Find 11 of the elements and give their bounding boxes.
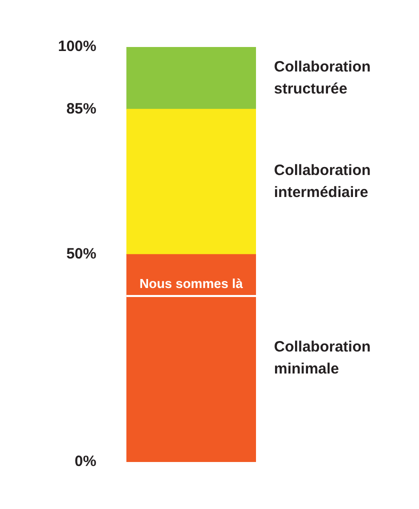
y-tick-label: 85% <box>66 100 96 118</box>
series-label: Collaboration minimale <box>274 338 371 378</box>
series-label: Collaboration structurée <box>274 58 371 98</box>
ref-line-label: Nous sommes là <box>140 276 244 292</box>
bar <box>126 254 256 462</box>
y-tick-label: 0% <box>74 453 96 470</box>
y-tick-label: 50% <box>66 246 96 263</box>
bar <box>126 108 256 255</box>
series-label: Collaboration intermédiaire <box>274 162 371 202</box>
y-tick-label: 100% <box>58 38 96 56</box>
bar <box>126 47 256 110</box>
